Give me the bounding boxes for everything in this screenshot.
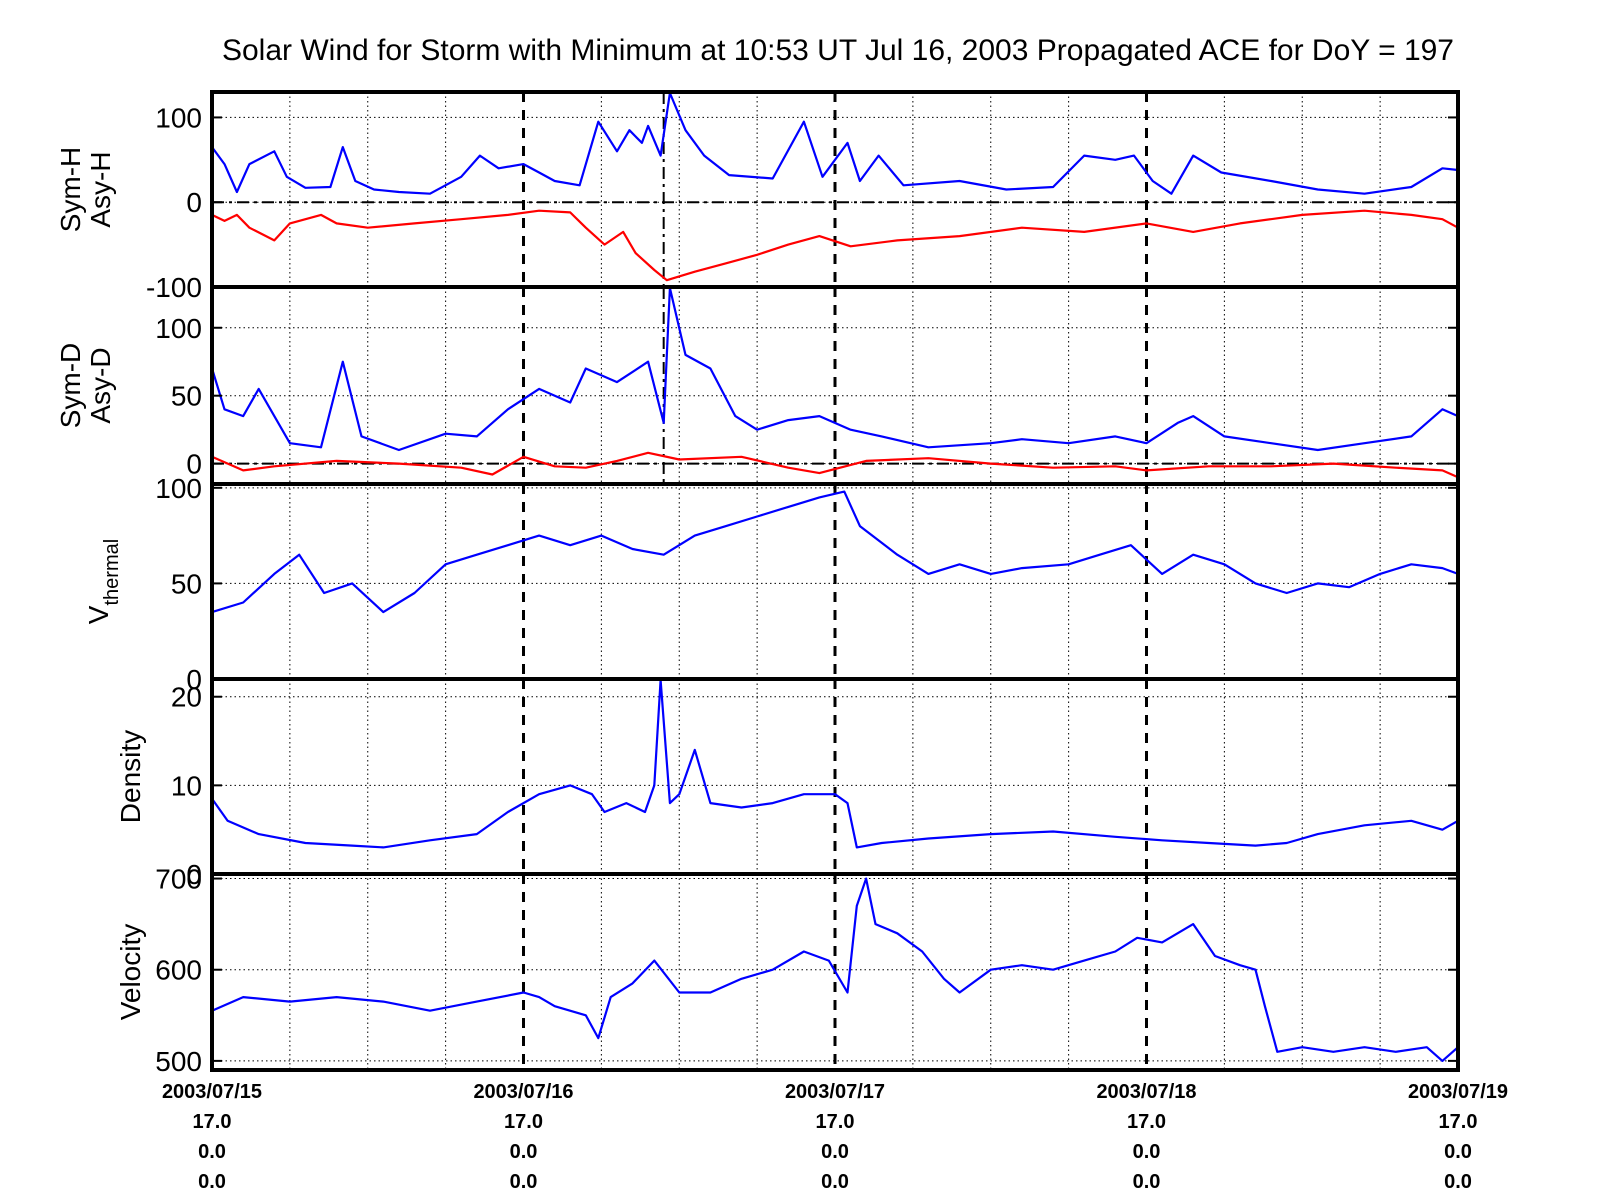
- series-v-thermal-blue: [211, 490, 1459, 614]
- ytick-label-sym-asy-h-1: 0: [186, 187, 202, 218]
- xtick-label-0-0: 2003/07/15: [162, 1081, 262, 1103]
- ytick-label-v-thermal-0: 0: [186, 664, 202, 695]
- ytick-label-velocity-2: 700: [155, 864, 202, 895]
- xtick-label-1-2: 0.0: [510, 1141, 538, 1163]
- xtick-label-3-2: 0.0: [1133, 1141, 1161, 1163]
- ytick-label-sym-asy-d-2: 100: [155, 313, 202, 344]
- panel-velocity: 500 600 700 Velocity: [115, 864, 1460, 1077]
- panel-v-thermal: 0 50 100 Vthermal: [83, 473, 1460, 695]
- xtick-label-3-1: 17.0: [1127, 1111, 1166, 1133]
- ylabel-v-thermal: Vthermal: [83, 539, 123, 624]
- series-sym-asy-d-red: [211, 451, 1459, 479]
- ylabel-sym-asy-h-1: Asy-H: [85, 151, 116, 227]
- ylabel-sym-asy-h-0: Sym-H: [55, 147, 86, 233]
- xtick-label-3-3: 0.0: [1133, 1171, 1161, 1193]
- ytick-label-density-0: 0: [186, 859, 202, 890]
- ytick-label-velocity-0: 500: [155, 1046, 202, 1077]
- ytick-label-sym-asy-d-0: 0: [186, 449, 202, 480]
- x-axis: 2003/07/15 17.0 0.0 0.0 2003/07/16 17.0 0.0 0.0…: [162, 1081, 1508, 1193]
- ylabel-sub-v-thermal: thermal: [101, 539, 123, 606]
- panel-sym-asy-d: 0 50 100 Sym-D Asy-D: [55, 285, 1460, 486]
- panel-sym-asy-h: -100 0 100 Sym-H Asy-H: [55, 90, 1460, 303]
- ytick-label-v-thermal-2: 100: [155, 473, 202, 504]
- ylabel-density: Density: [115, 730, 146, 823]
- xtick-label-0-3: 0.0: [198, 1171, 226, 1193]
- xtick-label-4-3: 0.0: [1444, 1171, 1472, 1193]
- ylabel-sym-asy-d-0: Sym-D: [55, 343, 86, 429]
- ylabel-sym-asy-d-1: Asy-D: [85, 347, 116, 423]
- panel-density: 0 10 20 Density: [115, 677, 1460, 890]
- ytick-label-sym-asy-h-0: -100: [146, 272, 202, 303]
- xtick-label-4-2: 0.0: [1444, 1141, 1472, 1163]
- chart-title: Solar Wind for Storm with Minimum at 10:…: [222, 34, 1454, 67]
- xtick-label-0-2: 0.0: [198, 1141, 226, 1163]
- xtick-label-2-1: 17.0: [816, 1111, 855, 1133]
- xtick-label-4-1: 17.0: [1439, 1111, 1478, 1133]
- xtick-label-0-1: 17.0: [193, 1111, 232, 1133]
- xtick-label-2-0: 2003/07/17: [785, 1081, 885, 1103]
- ylabel-main-v-thermal: V: [83, 605, 114, 624]
- series-sym-asy-d-blue: [210, 286, 1459, 452]
- xtick-label-1-1: 17.0: [504, 1111, 543, 1133]
- ylabel-main-density: Density: [115, 730, 146, 823]
- xtick-label-2-3: 0.0: [821, 1171, 849, 1193]
- series-sym-asy-h-red: [211, 209, 1459, 282]
- ytick-label-sym-asy-d-1: 50: [171, 381, 202, 412]
- ytick-label-v-thermal-1: 50: [171, 568, 202, 599]
- ylabel-main-velocity: Velocity: [115, 924, 146, 1021]
- xtick-label-2-2: 0.0: [821, 1141, 849, 1163]
- series-velocity-blue: [211, 877, 1459, 1063]
- series-density-blue: [211, 678, 1459, 849]
- xtick-label-4-0: 2003/07/19: [1408, 1081, 1508, 1103]
- frame-velocity: [210, 872, 1460, 1072]
- ytick-label-density-1: 10: [171, 770, 202, 801]
- ytick-label-velocity-1: 600: [155, 955, 202, 986]
- xtick-label-1-0: 2003/07/16: [473, 1081, 573, 1103]
- series-sym-asy-h-blue: [211, 91, 1459, 195]
- ytick-label-density-2: 20: [171, 682, 202, 713]
- xtick-label-1-3: 0.0: [510, 1171, 538, 1193]
- ylabel-velocity: Velocity: [115, 924, 146, 1021]
- ytick-label-sym-asy-h-2: 100: [155, 102, 202, 133]
- xtick-label-3-0: 2003/07/18: [1096, 1081, 1196, 1103]
